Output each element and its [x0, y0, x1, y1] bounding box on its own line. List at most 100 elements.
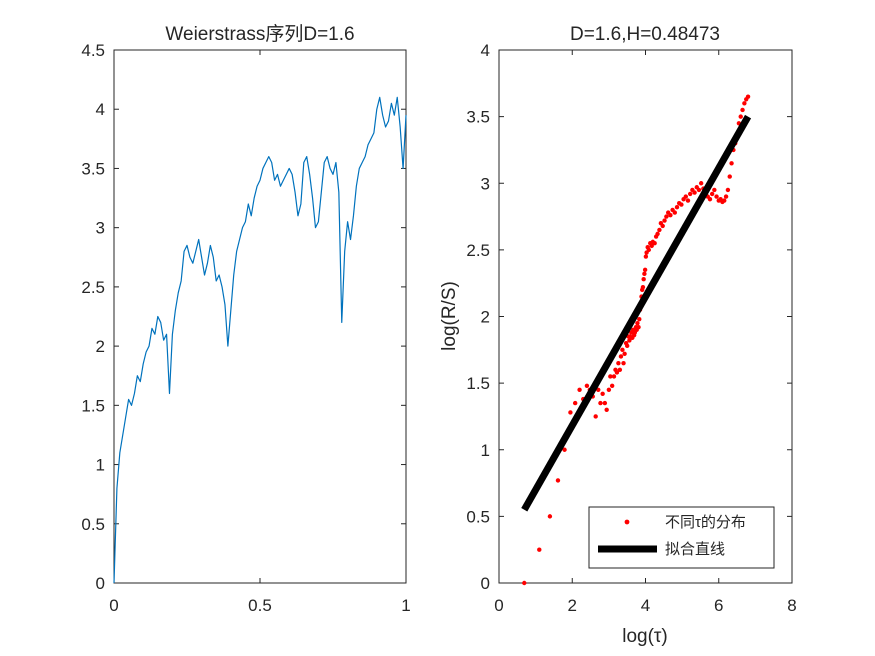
legend-box: [588, 506, 775, 569]
scatter-point: [745, 94, 751, 99]
scatter-point: [568, 410, 573, 415]
scatter-point: [616, 360, 621, 366]
right-plot-area: [498, 49, 793, 584]
scatter-point: [696, 187, 702, 193]
legend-marker-scatter: [624, 519, 630, 525]
scatter-point: [643, 254, 649, 259]
left-y-tick-label: 1.5: [81, 396, 105, 415]
right-y-tick-label: 4: [481, 41, 490, 60]
scatter-point: [642, 271, 647, 277]
scatter-point: [740, 107, 745, 113]
legend-label-line: 拟合直线: [665, 541, 725, 558]
scatter-point: [657, 227, 662, 233]
right-x-axis-label: log(τ): [622, 626, 668, 647]
scatter-point: [649, 243, 654, 249]
scatter-point: [687, 191, 693, 197]
scatter-point: [602, 400, 608, 406]
scatter-point: [725, 187, 731, 193]
scatter-point: [572, 400, 578, 406]
scatter-point: [738, 114, 743, 119]
scatter-point: [617, 367, 623, 372]
scatter-point: [555, 478, 561, 483]
right-axes: D=1.6,H=0.48473 0 2 4 6 8 0 0.5 1 1.5 2 2.5 3 3.5 4 l…: [439, 24, 797, 647]
right-y-tick-label: 1: [481, 441, 490, 460]
scatter-point: [547, 514, 553, 519]
left-data: [113, 96, 407, 584]
left-x-tick-label: 0: [109, 596, 118, 615]
scatter-point: [655, 231, 660, 237]
scatter-point: [593, 414, 598, 419]
scatter-point: [664, 214, 669, 219]
left-y-tick-label: 3.5: [81, 159, 105, 178]
scatter-point: [600, 391, 605, 396]
left-x-tick-label: 0.5: [248, 596, 272, 615]
scatter-point: [722, 198, 727, 203]
scatter-point: [637, 316, 642, 322]
scatter-point: [646, 247, 651, 253]
left-y-tick-label: 0.5: [81, 515, 105, 534]
scatter-point: [584, 383, 590, 388]
left-y-tick-label: 2.5: [81, 278, 105, 297]
fit-line: [521, 114, 752, 512]
scatter-point: [641, 276, 646, 282]
scatter-point: [614, 370, 620, 375]
scatter-point: [712, 187, 717, 193]
scatter-point: [672, 210, 677, 215]
right-y-tick-label: 1.5: [466, 374, 490, 393]
scatter-point: [608, 374, 613, 379]
left-y-tick-label: 2: [96, 337, 105, 356]
right-ticks: 0 2 4 6 8 0 0.5 1 1.5 2 2.5 3 3.5 4: [466, 41, 796, 615]
right-y-tick-label: 2: [481, 308, 490, 327]
right-data: [521, 94, 752, 586]
scatter-point: [652, 241, 657, 246]
scatter-point: [609, 383, 615, 388]
scatter-point: [577, 387, 582, 392]
left-y-tick-label: 4: [96, 100, 105, 119]
scatter-point: [622, 351, 627, 357]
scatter-point: [642, 267, 648, 273]
scatter-point: [598, 400, 603, 406]
scatter-point: [537, 547, 542, 552]
left-x-tick-label: 1: [401, 596, 410, 615]
right-y-tick-label: 0: [481, 574, 490, 593]
right-y-tick-label: 2.5: [466, 241, 490, 260]
scatter-point: [683, 194, 688, 199]
scatter-point: [624, 343, 630, 349]
right-x-tick-label: 4: [641, 596, 650, 615]
scatter-point: [698, 181, 704, 186]
left-y-tick-label: 1: [96, 456, 105, 475]
scatter-point: [714, 194, 719, 199]
right-y-axis-label: log(R/S): [439, 281, 460, 351]
scatter-point: [707, 197, 713, 202]
scatter-point: [668, 213, 673, 218]
right-x-tick-label: 8: [787, 596, 796, 615]
right-y-tick-label: 3: [481, 174, 490, 193]
scatter-point: [729, 161, 734, 166]
right-x-tick-label: 2: [568, 596, 577, 615]
scatter-point: [562, 447, 567, 452]
scatter-point: [606, 387, 612, 392]
scatter-point: [636, 324, 641, 330]
left-y-tick-label: 4.5: [81, 41, 105, 60]
scatter-point: [660, 223, 665, 229]
scatter-point: [627, 338, 632, 343]
scatter-point: [709, 191, 715, 197]
scatter-point: [674, 205, 680, 210]
scatter-point: [635, 320, 640, 326]
left-y-tick-label: 3: [96, 219, 105, 238]
scatter-point: [692, 190, 697, 195]
left-ticks: 0 0.5 1 0 0.5 1 1.5 2 2.5 3 3.5 4 4.5: [81, 41, 410, 615]
right-x-tick-label: 6: [714, 596, 723, 615]
scatter-point: [727, 174, 732, 179]
right-x-tick-label: 0: [494, 596, 503, 615]
scatter-point: [723, 194, 729, 199]
right-legend: 不同τ的分布 拟合直线: [588, 506, 775, 569]
scatter-point: [621, 360, 626, 366]
scatter-point: [618, 354, 624, 359]
right-y-tick-label: 3.5: [466, 108, 490, 127]
scatter-point: [640, 284, 646, 290]
left-y-tick-label: 0: [96, 574, 105, 593]
weierstrass-series-line: [113, 96, 407, 584]
scatter-point: [685, 198, 691, 203]
